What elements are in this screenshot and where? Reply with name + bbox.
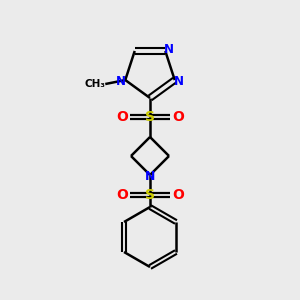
Text: S: S (145, 188, 155, 202)
Text: O: O (116, 110, 128, 124)
Text: N: N (164, 44, 174, 56)
Text: N: N (174, 74, 184, 88)
Text: S: S (145, 110, 155, 124)
Text: O: O (172, 188, 184, 202)
Text: N: N (116, 74, 126, 88)
Text: CH₃: CH₃ (85, 79, 106, 89)
Text: O: O (172, 110, 184, 124)
Text: O: O (116, 188, 128, 202)
Text: N: N (145, 169, 155, 182)
